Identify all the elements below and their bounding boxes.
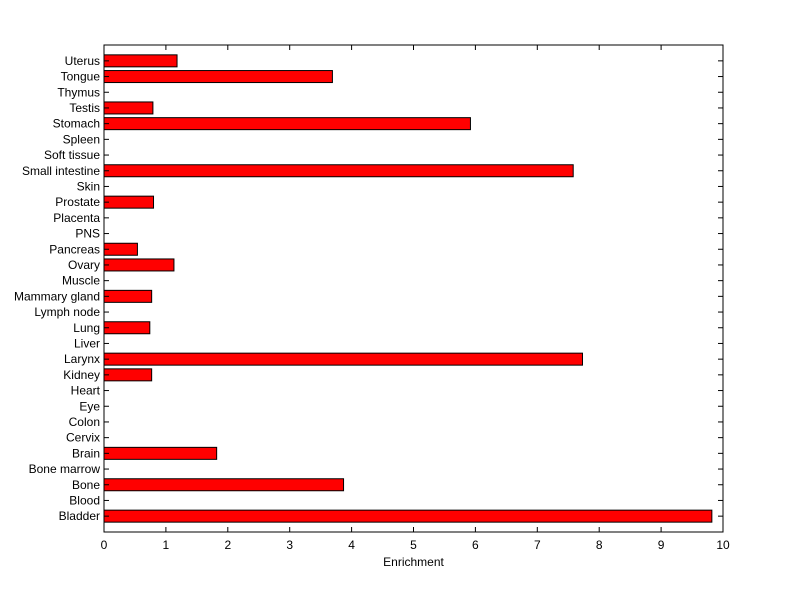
y-tick-label: Kidney — [63, 368, 100, 382]
bar-kidney — [103, 368, 153, 382]
x-tick-label: 9 — [658, 538, 665, 552]
y-tick-label: Small intestine — [22, 164, 100, 178]
y-tick-label: Bone marrow — [29, 462, 101, 476]
y-tick-label: Spleen — [63, 132, 100, 146]
bars-group — [103, 54, 713, 523]
x-tick-label: 0 — [101, 538, 108, 552]
x-tick-label: 5 — [410, 538, 417, 552]
x-axis-label: Enrichment — [383, 555, 444, 569]
y-tick-label: Cervix — [66, 431, 100, 445]
y-tick-label: Prostate — [55, 195, 100, 209]
y-tick-label: Pancreas — [49, 242, 100, 256]
y-tick-label: Colon — [69, 415, 100, 429]
y-tick-label: Lung — [73, 321, 100, 335]
bar-brain — [103, 446, 218, 460]
y-tick-label: Liver — [74, 336, 100, 350]
y-tick-label: Stomach — [53, 117, 100, 131]
bar-larynx — [103, 352, 583, 366]
y-tick-label: Skin — [77, 179, 100, 193]
y-tick-label: Bladder — [59, 509, 100, 523]
y-tick-label: Thymus — [57, 85, 100, 99]
x-tick-label: 4 — [348, 538, 355, 552]
bar-tongue — [103, 70, 333, 84]
x-tick-label: 3 — [286, 538, 293, 552]
y-tick-label: Bone — [72, 478, 100, 492]
y-tick-label: Placenta — [53, 211, 100, 225]
x-tick-label: 10 — [716, 538, 730, 552]
bar-small-intestine — [103, 164, 574, 178]
bar-stomach — [103, 117, 471, 131]
bar-pancreas — [103, 242, 138, 256]
bar-prostate — [103, 195, 155, 209]
bar-uterus — [103, 54, 178, 68]
y-tick-label: PNS — [75, 227, 100, 241]
y-tick-label: Soft tissue — [44, 148, 100, 162]
x-tick-label: 6 — [472, 538, 479, 552]
bar-bone — [103, 478, 345, 492]
y-tick-label: Eye — [79, 399, 100, 413]
x-tick-label: 7 — [534, 538, 541, 552]
y-tick-label: Testis — [69, 101, 100, 115]
y-tick-label: Lymph node — [34, 305, 100, 319]
y-tick-label: Blood — [69, 493, 100, 507]
bar-mammary-gland — [103, 289, 153, 303]
bar-lung — [103, 321, 151, 335]
x-tick-label: 8 — [596, 538, 603, 552]
x-tick-label: 1 — [163, 538, 170, 552]
y-tick-label: Heart — [71, 384, 101, 398]
y-tick-label: Muscle — [62, 274, 100, 288]
y-tick-label: Larynx — [64, 352, 100, 366]
x-tick-group: 0 1 2 3 4 5 6 7 8 9 10 — [101, 45, 730, 552]
bar-ovary — [103, 258, 175, 272]
bar-testis — [103, 101, 154, 115]
bar-bladder — [103, 509, 713, 523]
y-tick-label: Tongue — [61, 70, 101, 84]
y-tick-label: Brain — [72, 446, 100, 460]
y-tick-label: Ovary — [68, 258, 100, 272]
x-tick-label: 2 — [224, 538, 231, 552]
y-tick-label: Uterus — [65, 54, 100, 68]
y-tick-label: Mammary gland — [14, 289, 100, 303]
